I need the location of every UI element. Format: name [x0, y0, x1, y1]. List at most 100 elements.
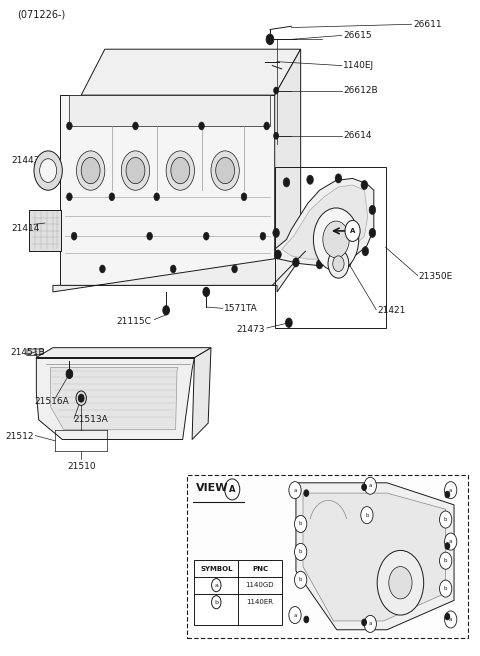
Text: 1140GD: 1140GD — [246, 582, 274, 588]
Circle shape — [316, 260, 323, 269]
Circle shape — [170, 265, 176, 273]
Circle shape — [295, 516, 307, 533]
Text: a: a — [215, 583, 218, 588]
Circle shape — [211, 151, 240, 190]
Polygon shape — [282, 185, 368, 259]
Text: A: A — [229, 485, 236, 494]
Circle shape — [369, 205, 376, 215]
Circle shape — [132, 122, 138, 130]
Text: b: b — [299, 549, 302, 554]
FancyBboxPatch shape — [187, 475, 468, 638]
Text: 26612B: 26612B — [343, 86, 378, 95]
Circle shape — [362, 484, 367, 491]
Text: b: b — [444, 558, 447, 564]
Text: 21421: 21421 — [378, 306, 406, 316]
Circle shape — [313, 208, 359, 271]
Circle shape — [364, 477, 376, 494]
Circle shape — [289, 607, 301, 624]
Polygon shape — [27, 349, 43, 356]
Text: PNC: PNC — [252, 565, 268, 572]
Text: 21510: 21510 — [67, 462, 96, 471]
Text: 21513A: 21513A — [73, 415, 108, 424]
Text: a: a — [369, 621, 372, 626]
Text: VIEW: VIEW — [196, 483, 228, 493]
Circle shape — [216, 157, 235, 184]
Text: 1140ER: 1140ER — [246, 599, 274, 605]
Text: b: b — [299, 522, 302, 527]
Circle shape — [286, 318, 292, 327]
Circle shape — [147, 232, 153, 240]
Text: b: b — [365, 512, 369, 518]
Circle shape — [361, 180, 368, 190]
FancyBboxPatch shape — [194, 560, 282, 625]
Circle shape — [67, 122, 72, 130]
Circle shape — [444, 611, 457, 628]
Circle shape — [154, 193, 159, 201]
Circle shape — [232, 265, 238, 273]
Text: a: a — [449, 487, 452, 493]
Text: 21115C: 21115C — [117, 317, 152, 326]
Circle shape — [445, 613, 450, 620]
Polygon shape — [192, 348, 211, 440]
Circle shape — [304, 616, 309, 623]
Circle shape — [295, 543, 307, 560]
Polygon shape — [50, 367, 178, 430]
Text: 26615: 26615 — [343, 31, 372, 40]
Circle shape — [333, 256, 344, 272]
Polygon shape — [36, 348, 211, 358]
Circle shape — [440, 552, 452, 569]
Text: 21414: 21414 — [12, 224, 40, 233]
Circle shape — [362, 247, 369, 256]
Circle shape — [293, 258, 299, 267]
Circle shape — [40, 159, 57, 182]
Circle shape — [364, 615, 376, 632]
Circle shape — [67, 193, 72, 201]
Text: 1571TA: 1571TA — [224, 304, 258, 313]
Circle shape — [389, 567, 412, 599]
Text: a: a — [449, 539, 452, 544]
Circle shape — [203, 287, 210, 297]
Circle shape — [369, 228, 376, 237]
Circle shape — [100, 265, 105, 273]
Circle shape — [440, 511, 452, 528]
Polygon shape — [53, 255, 303, 292]
Text: 26614: 26614 — [343, 131, 372, 140]
Circle shape — [289, 482, 301, 499]
Circle shape — [345, 220, 360, 241]
Circle shape — [81, 157, 100, 184]
Circle shape — [445, 491, 450, 498]
Circle shape — [307, 175, 313, 184]
Circle shape — [76, 391, 86, 405]
Circle shape — [121, 151, 150, 190]
Text: 21443: 21443 — [12, 156, 40, 165]
Circle shape — [361, 506, 373, 523]
Text: a: a — [369, 483, 372, 488]
Text: b: b — [214, 600, 218, 605]
Circle shape — [199, 122, 204, 130]
Polygon shape — [29, 210, 61, 251]
Text: 26611: 26611 — [413, 20, 442, 29]
Circle shape — [335, 174, 342, 183]
Text: a: a — [449, 617, 452, 622]
Circle shape — [260, 232, 266, 240]
Text: b: b — [299, 577, 302, 583]
Text: 1140EJ: 1140EJ — [343, 61, 374, 70]
Circle shape — [275, 250, 281, 259]
Circle shape — [109, 193, 115, 201]
Circle shape — [323, 221, 349, 258]
Text: 21451B: 21451B — [11, 348, 45, 358]
Circle shape — [78, 394, 84, 402]
Circle shape — [34, 151, 62, 190]
Polygon shape — [70, 95, 270, 126]
Circle shape — [66, 369, 72, 379]
Text: a: a — [293, 613, 297, 617]
Text: b: b — [444, 517, 447, 522]
Circle shape — [304, 490, 309, 497]
Text: (071226-): (071226-) — [17, 10, 66, 20]
Text: 21516A: 21516A — [34, 397, 69, 406]
Circle shape — [264, 122, 269, 130]
Circle shape — [274, 87, 278, 94]
Circle shape — [362, 619, 367, 626]
Circle shape — [345, 258, 351, 267]
Text: 21512: 21512 — [5, 432, 34, 441]
